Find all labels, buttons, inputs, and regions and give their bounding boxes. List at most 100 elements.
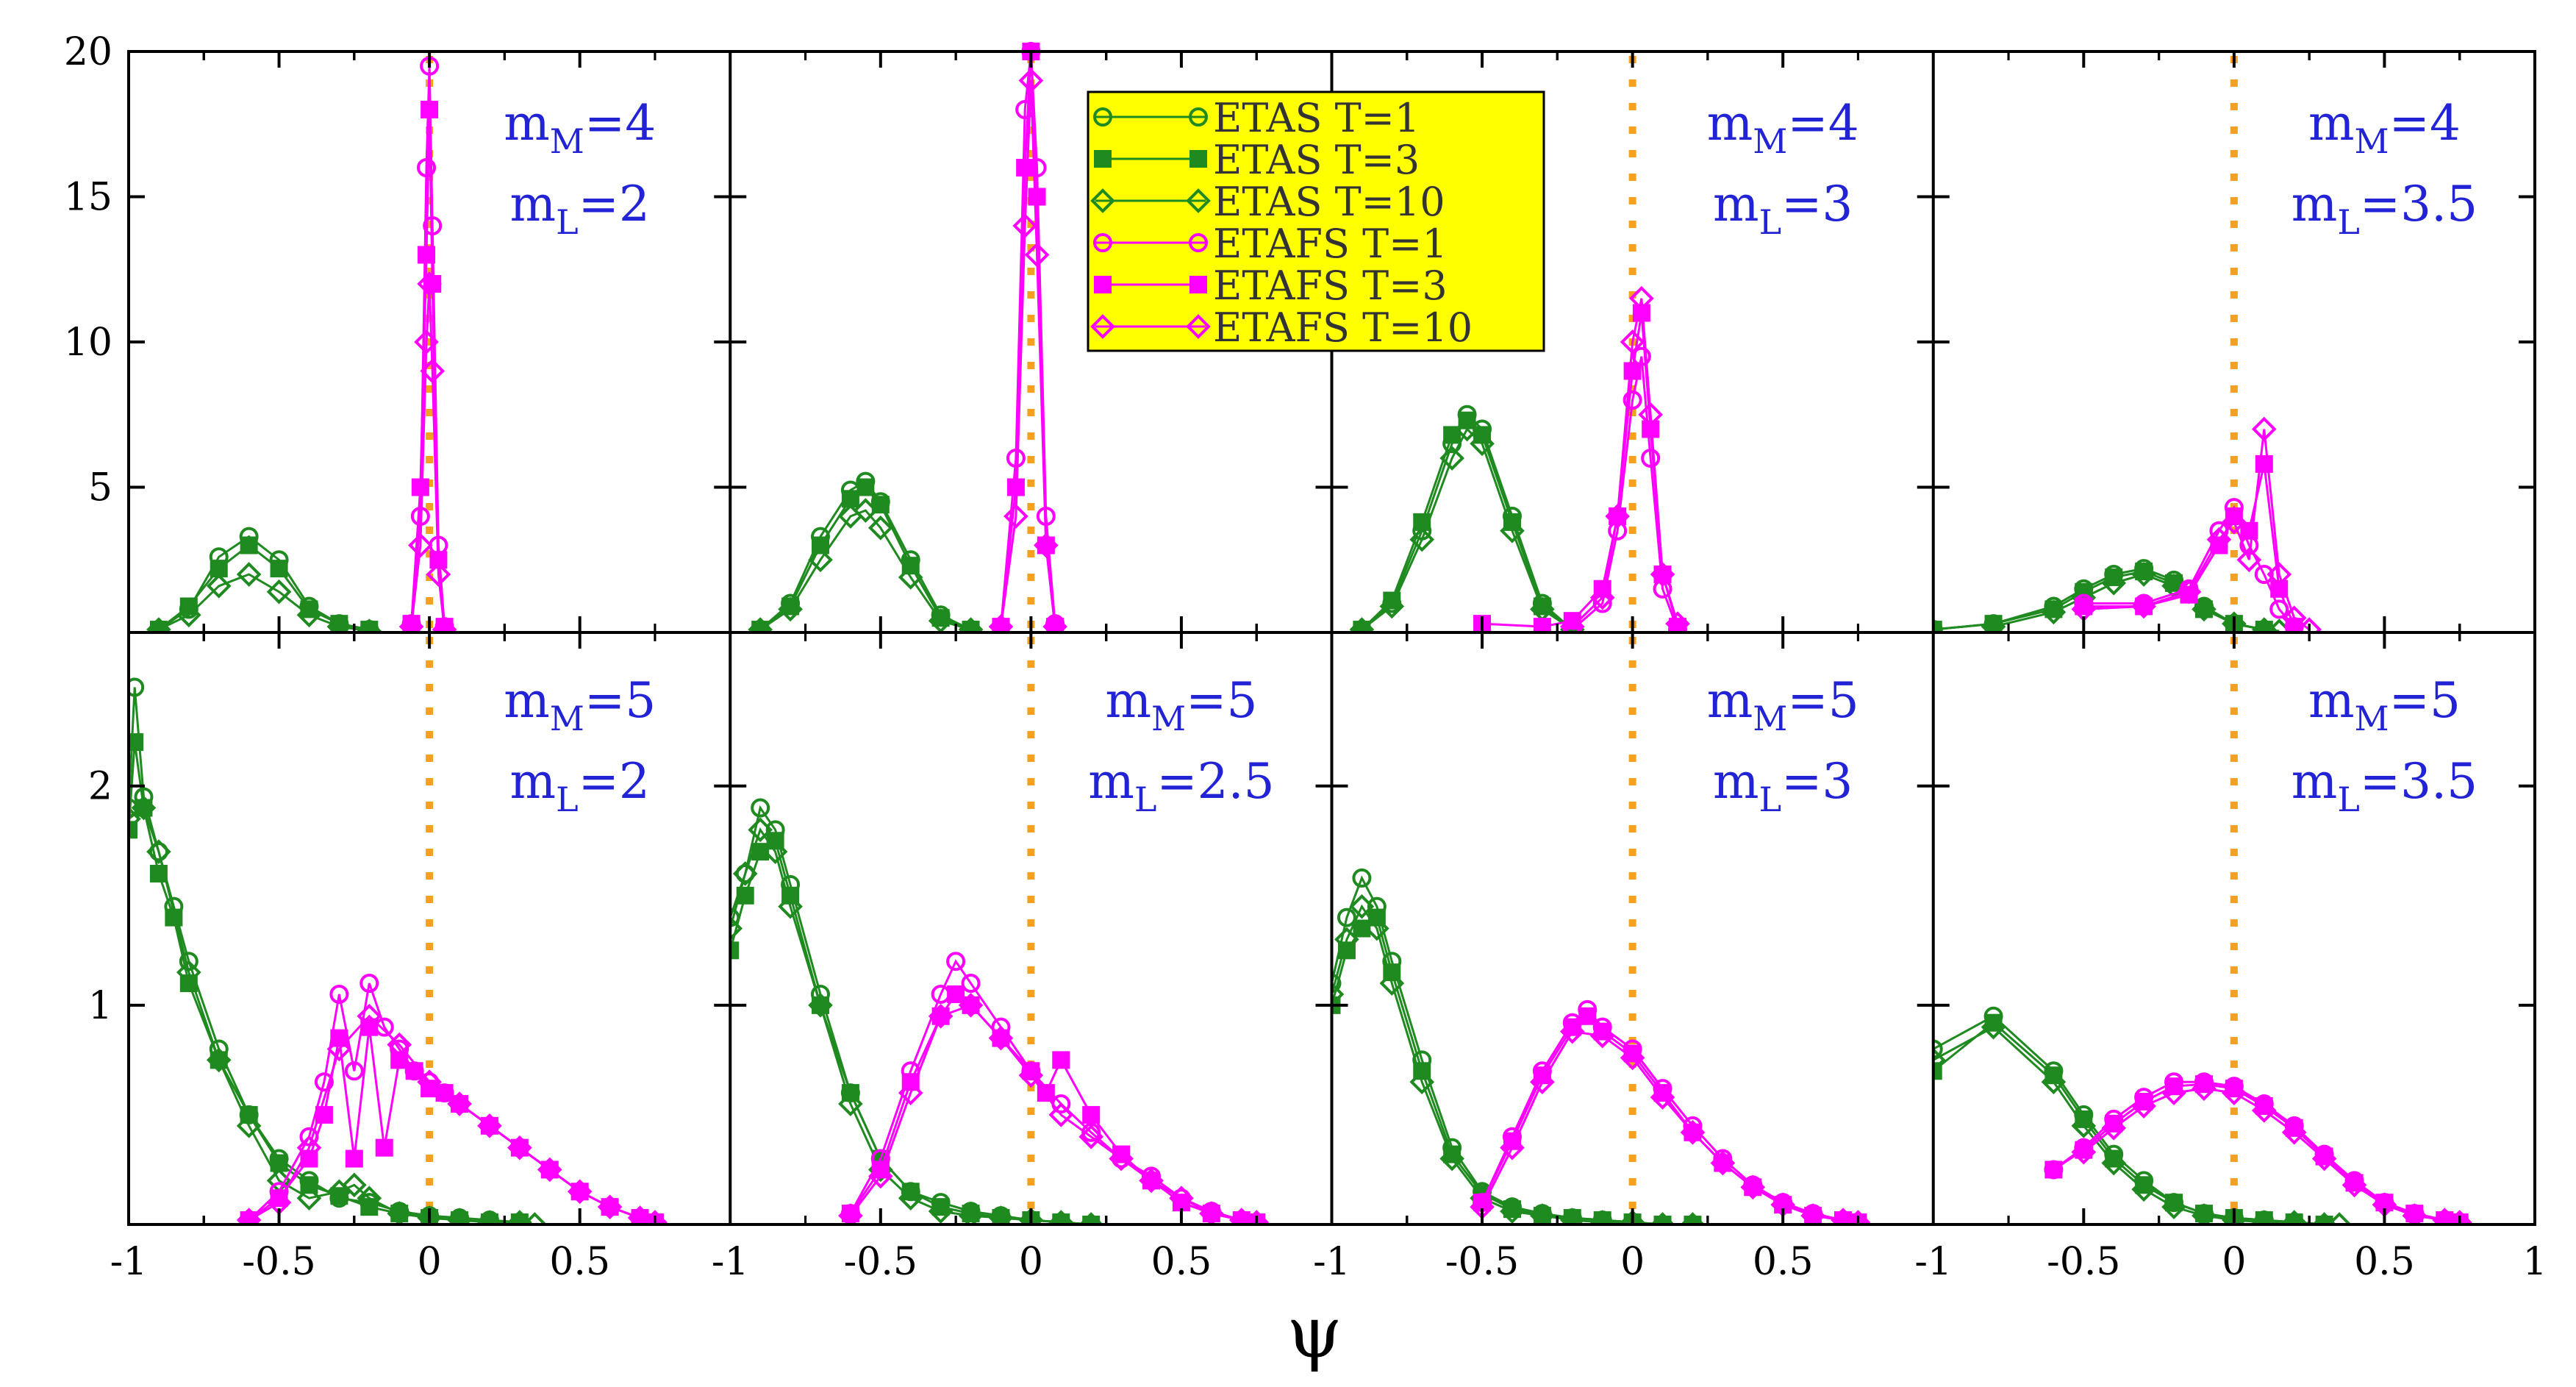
data-point	[236, 1113, 262, 1138]
data-point	[898, 1080, 923, 1105]
data-point	[1605, 504, 1630, 529]
annotation-ml: mL=2	[509, 753, 649, 819]
data-point	[958, 617, 984, 632]
data-point	[1631, 346, 1651, 366]
data-point	[345, 1149, 363, 1168]
data-point	[1578, 1007, 1597, 1025]
data-point	[2206, 527, 2232, 552]
data-point	[1933, 1047, 1946, 1073]
data-point	[946, 952, 966, 971]
y-tick-label: 15	[64, 176, 112, 220]
data-point	[1620, 1210, 1645, 1224]
data-point	[1018, 1208, 1044, 1224]
data-point	[2222, 1208, 2247, 1224]
series-line	[2083, 429, 2311, 631]
data-point	[129, 821, 137, 839]
data-point	[1012, 213, 1038, 238]
data-point	[1331, 974, 1342, 994]
series-line	[1933, 1025, 2340, 1224]
data-point	[1530, 1203, 1555, 1224]
data-point	[266, 579, 292, 605]
data-point	[2165, 1077, 2183, 1096]
data-point	[417, 1069, 442, 1095]
data-point	[1443, 426, 1461, 444]
x-tick-label: 0.5	[1151, 1240, 1212, 1284]
series-etafs-t-10	[838, 993, 1270, 1224]
x-tick-label: 0	[1620, 1240, 1645, 1284]
data-point	[748, 617, 773, 632]
data-point	[2402, 1203, 2427, 1224]
data-point	[1981, 614, 2006, 632]
x-tick-label: 0	[2222, 1240, 2246, 1284]
data-point	[131, 795, 157, 821]
data-point	[408, 532, 433, 558]
data-point	[1024, 242, 1050, 268]
data-point	[1018, 1063, 1044, 1088]
data-point	[1022, 1062, 1040, 1080]
panel-data	[129, 637, 668, 1224]
data-point	[958, 1203, 984, 1224]
data-point	[2266, 562, 2292, 587]
series-line	[1993, 573, 2280, 632]
legend-entry: ETAS T=3	[1094, 137, 1420, 183]
data-point	[1470, 431, 1495, 457]
data-point	[627, 1205, 653, 1224]
data-point	[2071, 1139, 2097, 1165]
data-point	[1559, 614, 1585, 632]
data-point	[387, 1032, 412, 1058]
series-etafs-t-10	[398, 271, 457, 632]
data-point	[643, 1210, 668, 1224]
data-point	[236, 1208, 262, 1224]
data-point	[1933, 1039, 1943, 1059]
data-point	[426, 562, 451, 587]
data-point	[1653, 1216, 1672, 1224]
data-point	[329, 984, 349, 1004]
series-line	[1571, 298, 1679, 628]
data-point	[326, 1036, 352, 1062]
legend-marker	[1093, 107, 1112, 126]
data-point	[1349, 617, 1375, 632]
data-point	[1665, 611, 1690, 632]
data-point	[1623, 1044, 1642, 1063]
data-point	[2281, 1119, 2307, 1145]
panel-data	[1331, 637, 1871, 1224]
data-point	[2192, 596, 2217, 622]
data-point	[2432, 1208, 2458, 1224]
data-point	[507, 1210, 532, 1224]
data-point	[762, 839, 788, 864]
series-etafs-t-10	[1559, 285, 1690, 632]
panel-0-0: mM=4 mL=2	[146, 56, 656, 632]
legend-entry: ETAS T=10	[1090, 179, 1445, 225]
x-tick-label: 0	[1019, 1240, 1043, 1284]
data-point	[1653, 1084, 1672, 1102]
x-axis-label: ψ	[1287, 1291, 1342, 1374]
data-point	[1016, 159, 1034, 177]
data-point	[1052, 1051, 1070, 1069]
annotation-ml: mL=3	[1713, 753, 1853, 819]
data-point	[206, 1047, 232, 1073]
data-point	[838, 1203, 863, 1224]
data-point	[1740, 1174, 1766, 1200]
data-point	[342, 1172, 367, 1198]
legend-marker	[1090, 188, 1115, 213]
data-point	[300, 1176, 318, 1194]
data-point	[947, 985, 965, 1003]
y-tick-label: 1	[88, 984, 112, 1028]
x-tick-label: 1	[2522, 1240, 2547, 1284]
panel-data	[748, 42, 1067, 632]
data-point	[2210, 536, 2228, 555]
data-point	[206, 573, 232, 599]
x-tick-label: -0.5	[2047, 1240, 2120, 1284]
data-point	[1684, 1216, 1702, 1224]
data-point	[176, 960, 201, 985]
data-point	[1409, 527, 1435, 552]
data-point	[1589, 1210, 1615, 1224]
data-point	[2281, 605, 2307, 631]
data-point	[2251, 1210, 2277, 1224]
data-point	[1680, 1212, 1706, 1224]
data-point	[447, 1208, 472, 1224]
data-point	[928, 1199, 954, 1224]
legend-marker	[1186, 314, 1211, 339]
data-point	[1439, 1146, 1464, 1172]
series-etafs-t-10	[988, 68, 1067, 632]
